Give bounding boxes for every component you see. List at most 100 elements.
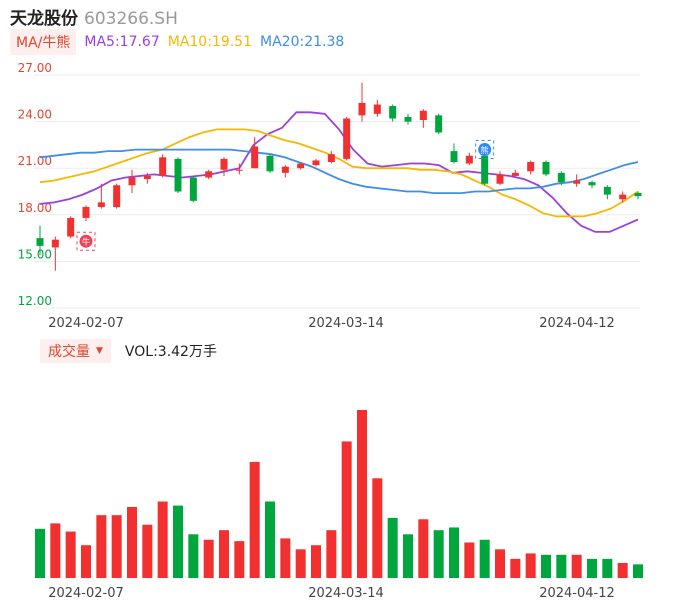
ma-line-ma5: [39, 111, 639, 233]
candle: [281, 165, 289, 178]
ma-indicator-tab[interactable]: MA/牛熊: [10, 29, 77, 55]
candle-body: [496, 174, 504, 184]
candle: [205, 169, 213, 180]
ma5-label: MA5:17.67: [84, 34, 160, 50]
stock-name: 天龙股份: [10, 9, 78, 29]
candle: [542, 160, 550, 176]
volume-bar: [65, 531, 76, 578]
marker-label: 熊: [481, 145, 489, 155]
candle-body: [36, 238, 44, 246]
candle-body: [327, 154, 335, 162]
volume-bar: [311, 545, 321, 578]
candle: [435, 113, 443, 135]
candle: [220, 157, 228, 176]
price-tick-label: 12.00: [18, 294, 52, 308]
candle-body: [281, 166, 289, 173]
candle: [450, 143, 458, 164]
price-x-tick-label: 2024-02-07: [48, 316, 124, 331]
candle: [465, 152, 473, 166]
candle-body: [588, 182, 596, 186]
marker-dot: [79, 234, 93, 248]
candle-body: [251, 146, 259, 169]
volume-bar: [50, 523, 61, 578]
candle: [358, 82, 366, 122]
volume-bar: [479, 539, 490, 578]
candle-body: [113, 185, 121, 208]
volume-bar: [341, 441, 352, 578]
candle-body: [97, 202, 105, 208]
candle: [143, 172, 151, 184]
candle-body: [527, 161, 535, 172]
marker-frame: [475, 140, 495, 160]
candle-body: [128, 177, 136, 186]
volume-bar: [357, 410, 367, 578]
volume-bar: [96, 515, 107, 578]
candle-body: [542, 161, 550, 175]
candle: [159, 154, 167, 178]
volume-bar: [525, 553, 536, 578]
ma-line-ma20: [39, 148, 639, 195]
candle: [511, 169, 519, 178]
volume-bar: [265, 501, 275, 578]
volume-bar: [249, 461, 260, 578]
volume-bar: [495, 549, 505, 578]
volume-bar: [142, 524, 153, 578]
candle: [67, 216, 75, 239]
candle: [174, 157, 182, 194]
candle: [603, 185, 611, 200]
candle-body: [603, 186, 611, 195]
volume-bar: [127, 506, 137, 578]
candle-body: [358, 102, 366, 116]
candle-body: [481, 155, 489, 184]
candle-body: [67, 217, 75, 237]
marker-dot: [478, 143, 492, 157]
candle-body: [205, 171, 213, 178]
volume-bar: [203, 539, 214, 578]
ma20-label: MA20:21.38: [260, 34, 345, 50]
candle-body: [159, 157, 167, 176]
volume-value: VOL:3.42万手: [124, 344, 217, 360]
candle: [527, 160, 535, 175]
candle-body: [389, 106, 397, 119]
volume-x-tick-label: 2024-04-12: [539, 586, 615, 601]
candle-body: [634, 193, 642, 197]
candle: [404, 113, 412, 125]
volume-bar: [418, 519, 429, 578]
candle-body: [220, 158, 228, 170]
candle: [481, 155, 489, 186]
volume-x-tick-label: 2024-03-14: [308, 586, 384, 601]
volume-bar: [35, 528, 45, 578]
candle: [113, 183, 121, 209]
volume-bar: [633, 564, 643, 578]
candle-body: [557, 172, 565, 183]
volume-bar: [326, 530, 337, 578]
candle: [312, 158, 320, 167]
candle-body: [619, 194, 627, 200]
volume-bar: [111, 515, 122, 578]
ma-line-ma10: [39, 128, 639, 218]
volume-bar: [173, 505, 183, 578]
candle: [389, 104, 397, 122]
bear-marker-icon: 熊: [475, 140, 495, 160]
volume-bar: [617, 562, 628, 578]
volume-bar: [571, 554, 582, 578]
candle-body: [435, 115, 443, 133]
candle: [235, 163, 243, 175]
volume-bar: [387, 517, 398, 578]
stock-code: 603266.SH: [84, 9, 178, 29]
candle-body: [266, 155, 274, 172]
candle: [588, 180, 596, 189]
candle: [251, 137, 259, 169]
candle: [51, 236, 59, 271]
candle-body: [235, 169, 243, 171]
candle: [373, 99, 381, 117]
candle: [82, 205, 90, 222]
volume-bar: [449, 527, 459, 578]
candle-body: [465, 155, 473, 164]
candle: [419, 109, 427, 128]
candle-body: [511, 172, 519, 176]
candle-body: [297, 163, 305, 169]
candle-body: [573, 180, 581, 184]
volume-indicator-dropdown[interactable]: 成交量 ▼: [40, 339, 111, 363]
